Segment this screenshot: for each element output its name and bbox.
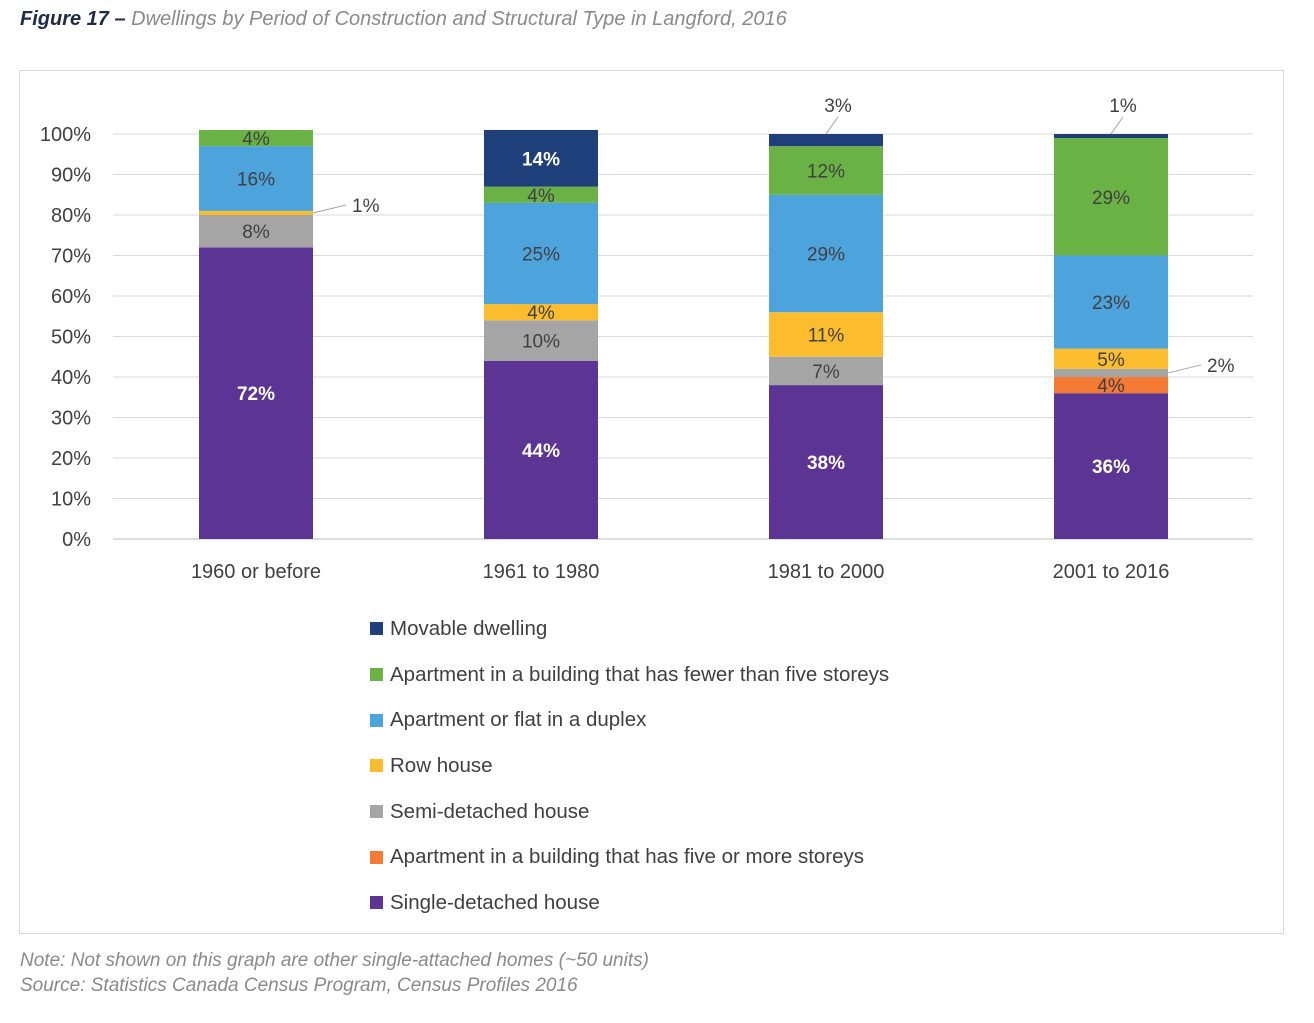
bar-segment <box>1054 138 1168 256</box>
y-tick-label: 0% <box>62 529 91 551</box>
source-text: Source: Statistics Canada Census Program… <box>20 975 578 996</box>
callout-label: 1% <box>352 196 380 217</box>
y-tick-label: 40% <box>51 367 91 389</box>
data-label: 38% <box>807 453 845 474</box>
figure-notes: Note: Not shown on this graph are other … <box>20 948 649 998</box>
data-label: 16% <box>237 170 275 191</box>
bar-segment <box>769 356 883 386</box>
y-tick-label: 50% <box>51 327 91 349</box>
data-label: 36% <box>1092 457 1130 478</box>
data-label: 72% <box>237 384 275 405</box>
bar-segment <box>199 129 313 147</box>
legend-item: Apartment in a building that has five or… <box>370 834 889 880</box>
figure-title-text: Dwellings by Period of Construction and … <box>131 8 787 30</box>
figure-number: Figure 17 – <box>20 8 126 30</box>
data-label: 8% <box>242 222 270 243</box>
y-tick-label: 100% <box>40 124 91 146</box>
y-tick-label: 90% <box>51 165 91 187</box>
data-label: 14% <box>522 149 560 170</box>
data-label: 23% <box>1092 293 1130 314</box>
figure-title: Figure 17 – Dwellings by Period of Const… <box>20 8 787 31</box>
callout-leader-line <box>1110 116 1124 135</box>
bar-segment <box>769 146 883 195</box>
data-label: 7% <box>812 362 840 383</box>
bar-segment <box>199 247 313 539</box>
data-label: 4% <box>527 303 555 324</box>
bar-segment <box>1054 393 1168 539</box>
stacked-bar-chart: 0% 10% 20% 30% 40% 50% 60% 70% 80% 90% 100% 72% 8% 16… <box>40 96 1253 583</box>
legend-swatch <box>370 759 383 773</box>
bar-segment <box>484 202 598 305</box>
callout-leader-line <box>1167 364 1202 374</box>
x-tick-label: 2001 to 2016 <box>1053 561 1170 583</box>
bar-segment <box>769 194 883 313</box>
legend-swatch <box>370 805 383 819</box>
callout-leader-line <box>312 204 347 214</box>
legend-swatch <box>370 713 383 727</box>
callout-leader-line <box>825 116 839 135</box>
bar-segment <box>484 304 598 321</box>
y-tick-label: 30% <box>51 408 91 430</box>
data-label: 11% <box>808 325 845 346</box>
data-label: 44% <box>522 441 560 462</box>
legend-label: Apartment in a building that has fewer t… <box>390 662 890 686</box>
y-tick-label: 20% <box>51 448 91 470</box>
bar-segment <box>484 360 598 539</box>
data-label: 5% <box>1097 350 1125 371</box>
x-tick-label: 1961 to 1980 <box>483 561 600 583</box>
legend-item: Row house <box>370 743 889 789</box>
legend-item: Single-detached house <box>370 880 889 926</box>
bar-segment <box>199 215 313 248</box>
data-label: 4% <box>527 186 555 207</box>
data-label: 29% <box>1092 188 1130 209</box>
legend-label: Movable dwelling <box>390 616 548 640</box>
legend-label: Apartment in a building that has five or… <box>390 845 865 869</box>
legend-label: Apartment or flat in a duplex <box>390 708 647 732</box>
callout-label: 3% <box>824 96 852 117</box>
data-label: 25% <box>522 244 560 265</box>
x-tick-label: 1981 to 2000 <box>768 561 885 583</box>
y-tick-label: 70% <box>51 246 91 268</box>
bar-segment <box>484 320 598 361</box>
bar-segment <box>769 134 883 147</box>
legend-item: Movable dwelling <box>370 606 889 652</box>
callout-label: 1% <box>1109 96 1137 117</box>
bar-segment <box>199 210 313 215</box>
bar-segment <box>769 385 883 539</box>
bar-segment <box>769 312 883 357</box>
legend-item: Semi-detached house <box>370 789 889 835</box>
y-tick-label: 60% <box>51 286 91 308</box>
callout-label: 2% <box>1207 356 1235 377</box>
legend-swatch <box>370 896 383 910</box>
legend-item: Apartment in a building that has fewer t… <box>370 652 889 698</box>
legend-swatch <box>370 622 383 636</box>
y-tick-label: 10% <box>51 489 91 511</box>
bar-segment <box>484 129 598 187</box>
x-tick-label: 1960 or before <box>191 561 321 583</box>
bar-segment <box>199 146 313 211</box>
data-label: 29% <box>807 244 845 265</box>
legend-label: Semi-detached house <box>390 799 590 823</box>
legend-swatch <box>370 850 383 864</box>
data-label: 4% <box>242 129 270 150</box>
y-tick-label: 80% <box>51 205 91 227</box>
legend-swatch <box>370 668 383 682</box>
legend-item: Apartment or flat in a duplex <box>370 697 889 743</box>
bar-segment <box>1054 368 1168 377</box>
legend-label: Single-detached house <box>390 890 600 914</box>
chart-legend: Movable dwelling Apartment in a building … <box>370 606 889 926</box>
bar-segment <box>1054 255 1168 349</box>
bar-segment <box>1054 134 1168 139</box>
legend-label: Row house <box>390 753 493 777</box>
bar-segment <box>1054 377 1168 394</box>
data-label: 10% <box>522 332 560 353</box>
bar-segment <box>1054 348 1168 369</box>
data-label: 4% <box>1097 376 1125 397</box>
bar-segment <box>484 186 598 203</box>
data-label: 12% <box>807 161 845 182</box>
note-text: Note: Not shown on this graph are other … <box>20 950 649 971</box>
